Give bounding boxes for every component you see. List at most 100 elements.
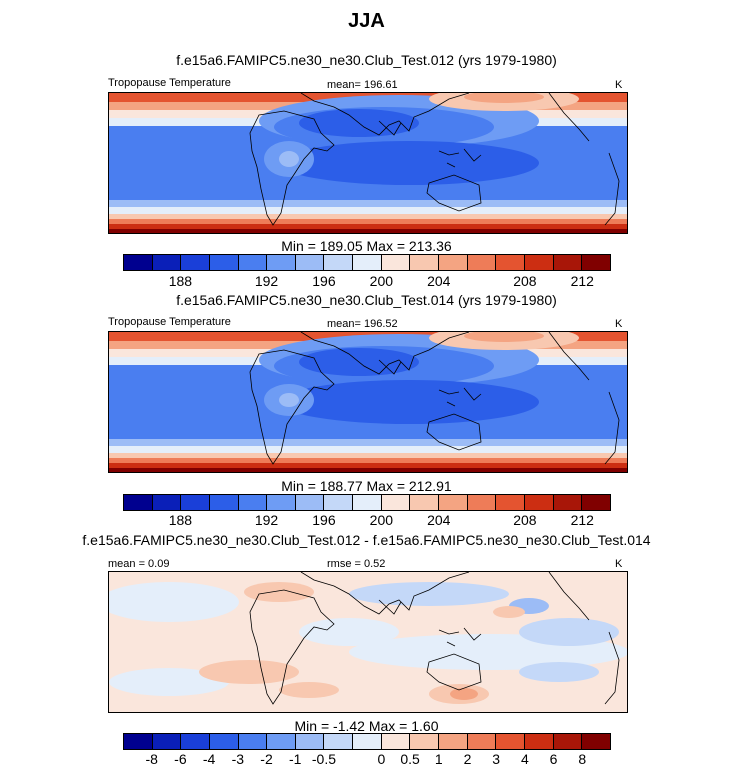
colorbar-tick-label: -2: [260, 751, 273, 767]
colorbar-tick-label: 196: [312, 273, 336, 289]
panel-3-rmse-label: rmse = 0.52: [327, 558, 386, 570]
colorbar-swatch: [238, 734, 268, 749]
panel-3-mean-label: mean = 0.09: [108, 558, 170, 570]
colorbar-swatch: [238, 495, 268, 510]
colorbar-swatch: [124, 734, 153, 749]
colorbar-swatch: [181, 495, 210, 510]
panel-2-map: [108, 331, 628, 473]
colorbar-swatch: [467, 255, 497, 270]
colorbar-tick-label: -1: [289, 751, 302, 767]
colorbar-swatch: [295, 495, 325, 510]
colorbar-swatch: [209, 255, 239, 270]
colorbar-tick-label: -4: [202, 751, 216, 767]
colorbar-tick-label: 0: [377, 751, 386, 767]
colorbar-swatch: [410, 255, 440, 270]
colorbar-swatch: [353, 495, 382, 510]
colorbar-tick-label: 1: [434, 751, 443, 767]
colorbar-swatch: [209, 734, 239, 749]
panel-3-minmax: Min = -1.42 Max = 1.60: [294, 718, 439, 734]
colorbar-swatch: [295, 255, 325, 270]
colorbar-tick-label: 2: [463, 751, 472, 767]
panel-1-colorbar: [123, 254, 611, 271]
colorbar-tick-label: 200: [369, 273, 394, 289]
colorbar-swatch: [410, 495, 440, 510]
colorbar-swatch: [381, 495, 411, 510]
panel-1-map: [108, 92, 628, 234]
colorbar-tick-label: -3: [231, 751, 245, 767]
colorbar-swatch: [353, 734, 382, 749]
colorbar-swatch: [467, 495, 497, 510]
colorbar-swatch: [582, 734, 610, 749]
colorbar-swatch: [496, 255, 525, 270]
colorbar-swatch: [353, 255, 382, 270]
panel-2-units-label: K: [615, 318, 623, 330]
colorbar-tick-label: 204: [427, 273, 451, 289]
panel-3-colorbar: [123, 733, 611, 750]
colorbar-swatch: [524, 495, 554, 510]
colorbar-tick-label: 208: [513, 273, 537, 289]
colorbar-swatch: [152, 734, 182, 749]
panel-2-minmax: Min = 188.77 Max = 212.91: [281, 478, 452, 494]
colorbar-tick-label: 6: [549, 751, 558, 767]
colorbar-swatch: [209, 495, 239, 510]
colorbar-tick-label: 208: [513, 512, 537, 528]
colorbar-swatch: [381, 734, 411, 749]
colorbar-tick-label: 196: [312, 512, 336, 528]
colorbar-swatch: [152, 255, 182, 270]
panel-1-units-label: K: [615, 79, 623, 91]
colorbar-swatch: [295, 734, 325, 749]
panel-2-title: f.e15a6.FAMIPC5.ne30_ne30.Club_Test.014 …: [176, 292, 557, 308]
colorbar-tick-label: -0.5: [311, 751, 336, 767]
colorbar-swatch: [439, 495, 468, 510]
colorbar-swatch: [467, 734, 497, 749]
colorbar-tick-label: 3: [492, 751, 501, 767]
colorbar-swatch: [324, 495, 354, 510]
colorbar-tick-label: 192: [254, 512, 279, 528]
colorbar-swatch: [181, 734, 210, 749]
colorbar-tick-label: 200: [369, 512, 394, 528]
panel-3-units-label: K: [615, 558, 623, 570]
colorbar-tick-label: 192: [254, 273, 279, 289]
colorbar-tick-label: -6: [174, 751, 187, 767]
colorbar-swatch: [524, 734, 554, 749]
colorbar-swatch: [152, 495, 182, 510]
colorbar-swatch: [267, 255, 296, 270]
colorbar-swatch: [238, 255, 268, 270]
colorbar-swatch: [410, 734, 440, 749]
panel-2-mean-label: mean= 196.52: [327, 318, 398, 330]
colorbar-tick-label: -8: [145, 751, 158, 767]
panel-1-mean-label: mean= 196.61: [327, 79, 398, 91]
colorbar-swatch: [267, 495, 296, 510]
colorbar-tick-label: 204: [427, 512, 451, 528]
colorbar-swatch: [124, 255, 153, 270]
colorbar-tick-label: 4: [520, 751, 529, 767]
colorbar-swatch: [496, 734, 525, 749]
panel-2-variable-label: Tropopause Temperature: [108, 316, 231, 328]
colorbar-tick-label: 0.5: [400, 751, 420, 767]
colorbar-swatch: [553, 734, 583, 749]
colorbar-swatch: [496, 495, 525, 510]
panel-2-colorbar: [123, 494, 611, 511]
colorbar-swatch: [124, 495, 153, 510]
colorbar-swatch: [324, 734, 354, 749]
colorbar-tick-label: 212: [570, 512, 594, 528]
colorbar-swatch: [439, 255, 468, 270]
panel-1-variable-label: Tropopause Temperature: [108, 77, 231, 89]
panel-3-title: f.e15a6.FAMIPC5.ne30_ne30.Club_Test.012 …: [82, 532, 651, 548]
figure-title: JJA: [348, 10, 385, 32]
panel-1-minmax: Min = 189.05 Max = 213.36: [281, 238, 452, 254]
colorbar-swatch: [524, 255, 554, 270]
colorbar-tick-label: 188: [168, 512, 193, 528]
colorbar-swatch: [582, 255, 610, 270]
panel-3-map: [108, 571, 628, 713]
colorbar-swatch: [553, 255, 583, 270]
colorbar-tick-label: 212: [570, 273, 594, 289]
colorbar-swatch: [582, 495, 610, 510]
colorbar-tick-label: 8: [578, 751, 587, 767]
panel-1-title: f.e15a6.FAMIPC5.ne30_ne30.Club_Test.012 …: [176, 52, 557, 68]
colorbar-swatch: [553, 495, 583, 510]
colorbar-tick-label: 188: [168, 273, 193, 289]
colorbar-swatch: [267, 734, 296, 749]
colorbar-swatch: [381, 255, 411, 270]
colorbar-swatch: [439, 734, 468, 749]
